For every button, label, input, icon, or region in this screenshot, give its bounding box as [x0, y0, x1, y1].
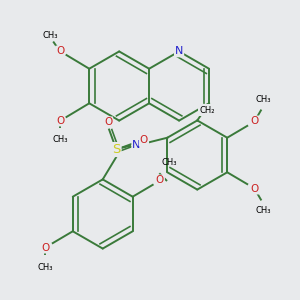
Text: O: O [56, 116, 64, 126]
Text: O: O [140, 135, 148, 146]
Text: N: N [132, 140, 141, 150]
Text: O: O [41, 243, 50, 253]
Text: CH₃: CH₃ [161, 158, 177, 166]
Text: CH₃: CH₃ [42, 31, 58, 40]
Text: CH₃: CH₃ [38, 263, 53, 272]
Text: CH₃: CH₃ [52, 135, 68, 144]
Text: O: O [104, 117, 112, 127]
Text: N: N [175, 46, 183, 56]
Text: O: O [250, 116, 259, 126]
Text: S: S [112, 143, 121, 156]
Text: O: O [250, 184, 259, 194]
Text: CH₃: CH₃ [256, 206, 272, 215]
Text: CH₃: CH₃ [256, 95, 272, 104]
Text: O: O [56, 46, 64, 56]
Text: O: O [156, 175, 164, 185]
Text: H: H [141, 138, 148, 148]
Text: CH₂: CH₂ [199, 106, 214, 115]
